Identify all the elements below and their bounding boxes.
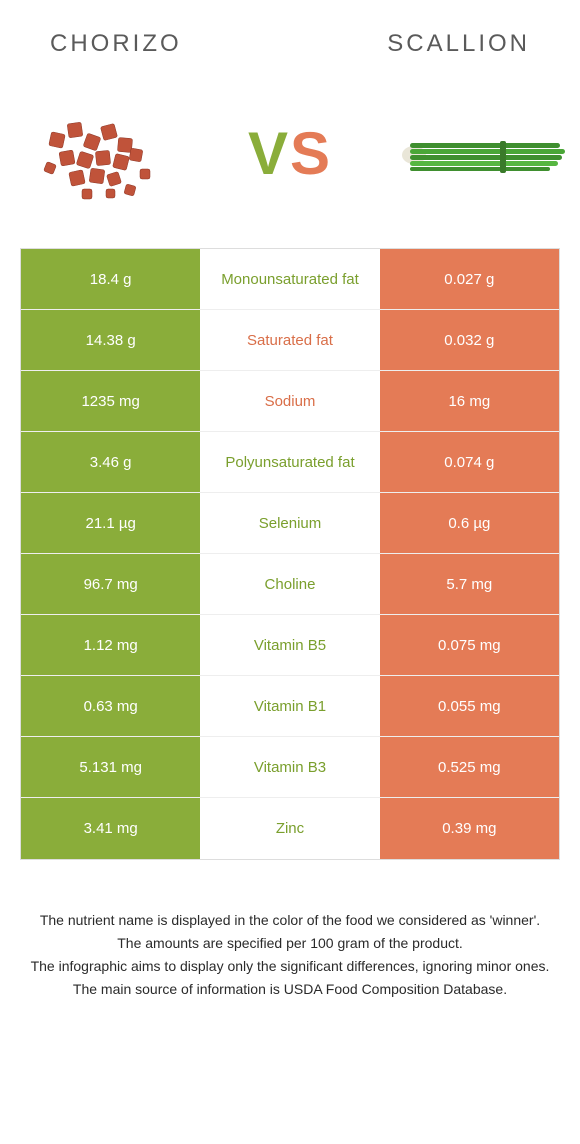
value-left: 21.1 µg	[21, 493, 200, 553]
vs-s: S	[290, 120, 332, 187]
footer-line-1: The nutrient name is displayed in the co…	[30, 910, 550, 931]
value-right: 0.055 mg	[380, 676, 559, 736]
vs-label: VS	[248, 119, 332, 188]
table-row: 96.7 mgCholine5.7 mg	[21, 554, 559, 615]
value-right: 5.7 mg	[380, 554, 559, 614]
nutrient-label: Zinc	[200, 798, 379, 859]
nutrient-label: Choline	[200, 554, 379, 614]
nutrient-label: Polyunsaturated fat	[200, 432, 379, 492]
table-row: 3.46 gPolyunsaturated fat0.074 g	[21, 432, 559, 493]
nutrient-label: Vitamin B1	[200, 676, 379, 736]
value-right: 0.074 g	[380, 432, 559, 492]
scallion-image	[390, 93, 570, 213]
nutrient-label: Monounsaturated fat	[200, 249, 379, 309]
table-row: 1235 mgSodium16 mg	[21, 371, 559, 432]
value-left: 3.46 g	[21, 432, 200, 492]
value-right: 0.39 mg	[380, 798, 559, 859]
value-right: 0.075 mg	[380, 615, 559, 675]
value-left: 3.41 mg	[21, 798, 200, 859]
table-row: 3.41 mgZinc0.39 mg	[21, 798, 559, 859]
value-left: 5.131 mg	[21, 737, 200, 797]
value-right: 0.027 g	[380, 249, 559, 309]
table-row: 1.12 mgVitamin B50.075 mg	[21, 615, 559, 676]
value-left: 14.38 g	[21, 310, 200, 370]
hero-row: VS	[0, 78, 580, 248]
footer-line-3: The infographic aims to display only the…	[30, 956, 550, 977]
value-left: 96.7 mg	[21, 554, 200, 614]
table-row: 18.4 gMonounsaturated fat0.027 g	[21, 249, 559, 310]
value-right: 0.032 g	[380, 310, 559, 370]
footer-line-4: The main source of information is USDA F…	[30, 979, 550, 1000]
nutrient-label: Sodium	[200, 371, 379, 431]
title-right: SCALLION	[387, 30, 530, 58]
vs-v: V	[248, 120, 290, 187]
value-right: 16 mg	[380, 371, 559, 431]
table-row: 5.131 mgVitamin B30.525 mg	[21, 737, 559, 798]
table-row: 0.63 mgVitamin B10.055 mg	[21, 676, 559, 737]
footer-line-2: The amounts are specified per 100 gram o…	[30, 933, 550, 954]
nutrient-label: Selenium	[200, 493, 379, 553]
title-left: CHORIZO	[50, 30, 182, 58]
header-row: CHORIZO SCALLION	[0, 0, 580, 78]
footer-notes: The nutrient name is displayed in the co…	[0, 860, 580, 1022]
nutrient-table: 18.4 gMonounsaturated fat0.027 g14.38 gS…	[20, 248, 560, 860]
value-right: 0.6 µg	[380, 493, 559, 553]
nutrient-label: Saturated fat	[200, 310, 379, 370]
value-left: 18.4 g	[21, 249, 200, 309]
chorizo-image	[10, 93, 190, 213]
nutrient-label: Vitamin B5	[200, 615, 379, 675]
value-left: 1235 mg	[21, 371, 200, 431]
value-left: 1.12 mg	[21, 615, 200, 675]
value-left: 0.63 mg	[21, 676, 200, 736]
table-row: 14.38 gSaturated fat0.032 g	[21, 310, 559, 371]
nutrient-label: Vitamin B3	[200, 737, 379, 797]
table-row: 21.1 µgSelenium0.6 µg	[21, 493, 559, 554]
value-right: 0.525 mg	[380, 737, 559, 797]
